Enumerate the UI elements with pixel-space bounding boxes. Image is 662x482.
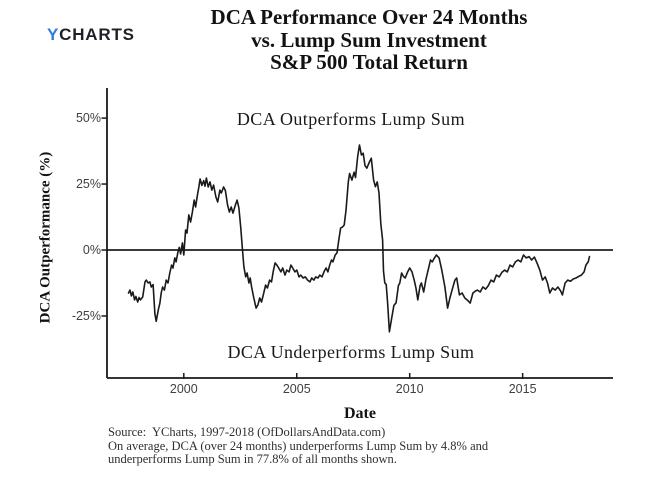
x-tick-label: 2010 bbox=[395, 382, 424, 396]
ycharts-logo-y: Y bbox=[47, 25, 60, 44]
x-axis-title: Date bbox=[344, 405, 376, 422]
source-caption: Source: YCharts, 1997-2018 (OfDollarsAnd… bbox=[108, 425, 568, 467]
source-caption-line1: Source: YCharts, 1997-2018 (OfDollarsAnd… bbox=[108, 425, 386, 439]
chart-title-line2: vs. Lump Sum Investment bbox=[251, 27, 487, 52]
y-tick-label: 50% bbox=[75, 111, 101, 126]
chart-title-line3: S&P 500 Total Return bbox=[270, 50, 468, 74]
chart-title: DCA Performance Over 24 Months vs. Lump … bbox=[113, 6, 625, 74]
x-tick-label: 2015 bbox=[508, 382, 537, 396]
source-caption-line3: underperforms Lump Sum in 77.8% of all m… bbox=[108, 452, 397, 466]
annotation-underperforms: DCA Underperforms Lump Sum bbox=[227, 341, 475, 362]
ycharts-logo-text: CHARTS bbox=[59, 25, 135, 44]
y-tick-label: -25% bbox=[71, 308, 101, 323]
ycharts-logo: YCHARTS bbox=[47, 25, 135, 45]
source-caption-line2: On average, DCA (over 24 months) underpe… bbox=[108, 438, 489, 453]
y-tick-label: 25% bbox=[75, 177, 101, 192]
annotation-outperforms: DCA Outperforms Lump Sum bbox=[236, 109, 465, 130]
dca-outperformance-line bbox=[127, 144, 591, 333]
chart-title-line1: DCA Performance Over 24 Months bbox=[210, 5, 528, 29]
x-tick-label: 2005 bbox=[282, 382, 311, 396]
y-tick-label: 0% bbox=[82, 243, 101, 258]
x-tick-label: 2000 bbox=[169, 382, 198, 396]
